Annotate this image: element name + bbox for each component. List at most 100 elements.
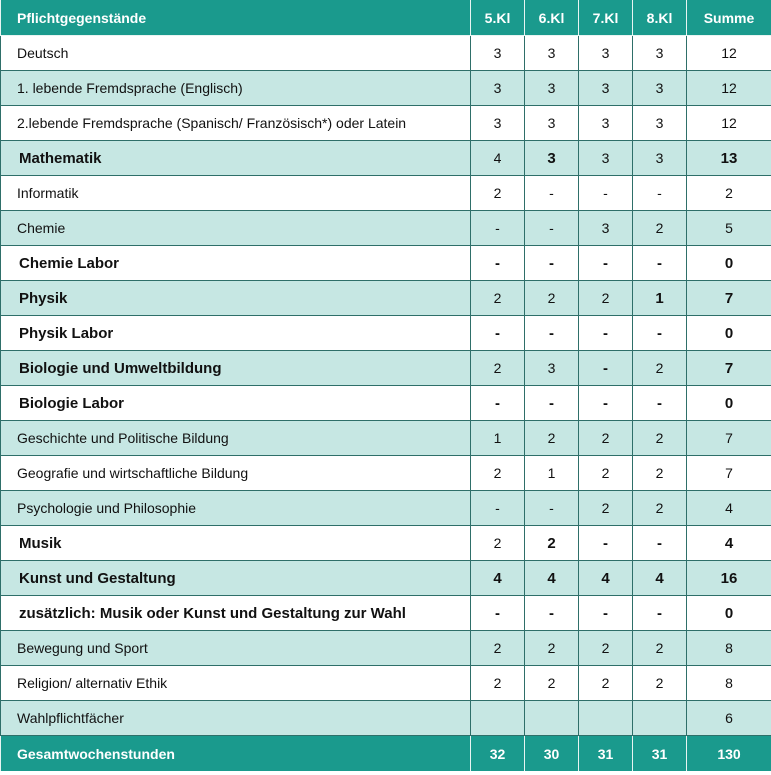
hours-cell: -: [632, 315, 687, 351]
header-cell: Summe: [686, 0, 771, 36]
hours-cell: 4: [470, 140, 525, 176]
hours-cell: [578, 700, 633, 736]
hours-cell: 6: [686, 700, 771, 736]
hours-cell: 2: [470, 630, 525, 666]
hours-cell: -: [632, 175, 687, 211]
subject-cell: Physik Labor: [0, 315, 471, 351]
hours-cell: 12: [686, 35, 771, 71]
hours-cell: -: [524, 315, 579, 351]
header-cell: 6.Kl: [524, 0, 579, 36]
hours-cell: 2: [632, 630, 687, 666]
hours-cell: 2: [578, 490, 633, 526]
subject-cell: Deutsch: [0, 35, 471, 71]
hours-cell: 4: [578, 560, 633, 596]
hours-cell: -: [470, 245, 525, 281]
subject-cell: 2.lebende Fremdsprache (Spanisch/ Franzö…: [0, 105, 471, 141]
hours-cell: -: [632, 525, 687, 561]
subject-cell: Kunst und Gestaltung: [0, 560, 471, 596]
table-row: Geschichte und Politische Bildung 1 2 2 2 7: [0, 420, 771, 456]
hours-cell: 2: [578, 420, 633, 456]
table-body: Deutsch 3 3 3 3 12 1. lebende Fremdsprache (En…: [0, 35, 771, 771]
hours-cell: 3: [524, 70, 579, 106]
header-cell: 7.Kl: [578, 0, 633, 36]
subject-cell: Mathematik: [0, 140, 471, 176]
hours-cell: 3: [470, 35, 525, 71]
hours-cell: 2: [470, 280, 525, 316]
hours-cell: -: [524, 385, 579, 421]
table-row: 1. lebende Fremdsprache (Englisch) 3 3 3 3 12: [0, 70, 771, 106]
hours-cell: 7: [686, 420, 771, 456]
hours-cell: 1: [470, 420, 525, 456]
hours-cell: 2: [686, 175, 771, 211]
hours-cell: 2: [632, 490, 687, 526]
hours-cell: -: [470, 385, 525, 421]
hours-cell: [524, 700, 579, 736]
hours-cell: 3: [524, 140, 579, 176]
subject-cell: Psychologie und Philosophie: [0, 490, 471, 526]
table-row: Physik 2 2 2 1 7: [0, 280, 771, 316]
hours-cell: 2: [578, 630, 633, 666]
subject-cell: Biologie und Umweltbildung: [0, 350, 471, 386]
subject-cell: Wahlpflichtfächer: [0, 700, 471, 736]
hours-cell: 12: [686, 105, 771, 141]
hours-cell: 0: [686, 245, 771, 281]
hours-cell: 2: [524, 420, 579, 456]
hours-cell: -: [632, 595, 687, 631]
hours-cell: 3: [578, 210, 633, 246]
header-cell: 8.Kl: [632, 0, 687, 36]
hours-cell: 4: [524, 560, 579, 596]
subject-cell: Bewegung und Sport: [0, 630, 471, 666]
table-row: Geografie und wirtschaftliche Bildung 2 1 2…: [0, 455, 771, 491]
hours-cell: 3: [632, 35, 687, 71]
hours-cell: 2: [632, 420, 687, 456]
table-row: Deutsch 3 3 3 3 12: [0, 35, 771, 71]
table-row: zusätzlich: Musik oder Kunst und Gestalt…: [0, 595, 771, 631]
footer-cell: 130: [686, 735, 771, 771]
hours-cell: 3: [632, 70, 687, 106]
hours-cell: -: [524, 490, 579, 526]
hours-cell: 0: [686, 315, 771, 351]
table-row: Kunst und Gestaltung 4 4 4 4 16: [0, 560, 771, 596]
header-cell: Pflichtgegenstände: [0, 0, 471, 36]
footer-cell: 30: [524, 735, 579, 771]
hours-cell: -: [524, 245, 579, 281]
hours-cell: -: [578, 175, 633, 211]
table-row: Physik Labor - - - -0: [0, 315, 771, 351]
hours-cell: 12: [686, 70, 771, 106]
hours-cell: -: [470, 595, 525, 631]
footer-row: Gesamtwochenstunden 32 30 31 31 130: [0, 735, 771, 771]
hours-cell: 3: [524, 105, 579, 141]
hours-cell: 4: [470, 560, 525, 596]
hours-cell: -: [470, 315, 525, 351]
hours-cell: -: [632, 245, 687, 281]
hours-cell: 3: [578, 35, 633, 71]
hours-cell: 7: [686, 455, 771, 491]
table-row: Biologie und Umweltbildung 2 3-2 7: [0, 350, 771, 386]
hours-cell: 1: [632, 280, 687, 316]
hours-cell: 5: [686, 210, 771, 246]
hours-cell: 3: [632, 140, 687, 176]
hours-cell: 1: [524, 455, 579, 491]
table-row: Biologie Labor - - - -0: [0, 385, 771, 421]
hours-cell: 3: [470, 105, 525, 141]
hours-cell: 13: [686, 140, 771, 176]
hours-cell: 3: [578, 70, 633, 106]
hours-cell: 4: [686, 525, 771, 561]
header-row: Pflichtgegenstände 5.Kl 6.Kl 7.Kl 8.Kl Summe: [0, 0, 771, 36]
hours-cell: 2: [632, 210, 687, 246]
hours-cell: 8: [686, 665, 771, 701]
subject-cell: 1. lebende Fremdsprache (Englisch): [0, 70, 471, 106]
table-row: Religion/ alternativ Ethik 2 2 2 2 8: [0, 665, 771, 701]
subject-cell: zusätzlich: Musik oder Kunst und Gestalt…: [0, 595, 471, 631]
hours-cell: -: [578, 245, 633, 281]
hours-cell: 0: [686, 595, 771, 631]
subject-cell: Chemie: [0, 210, 471, 246]
table-row: Bewegung und Sport 2 2 2 2 8: [0, 630, 771, 666]
hours-cell: 2: [470, 455, 525, 491]
hours-cell: 2: [524, 630, 579, 666]
subject-cell: Chemie Labor: [0, 245, 471, 281]
hours-cell: 0: [686, 385, 771, 421]
hours-cell: 2: [632, 455, 687, 491]
hours-cell: 2: [578, 280, 633, 316]
hours-cell: -: [578, 315, 633, 351]
